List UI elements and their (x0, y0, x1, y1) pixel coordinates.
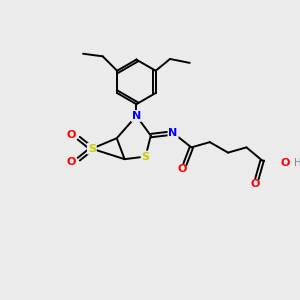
Text: N: N (168, 128, 178, 138)
Text: O: O (251, 178, 260, 188)
Text: H: H (294, 158, 300, 168)
Text: O: O (67, 157, 76, 167)
Text: O: O (67, 130, 76, 140)
Text: S: S (88, 144, 96, 154)
Text: N: N (132, 111, 141, 121)
Text: O: O (178, 164, 187, 174)
Text: S: S (142, 152, 150, 161)
Text: O: O (280, 158, 289, 168)
